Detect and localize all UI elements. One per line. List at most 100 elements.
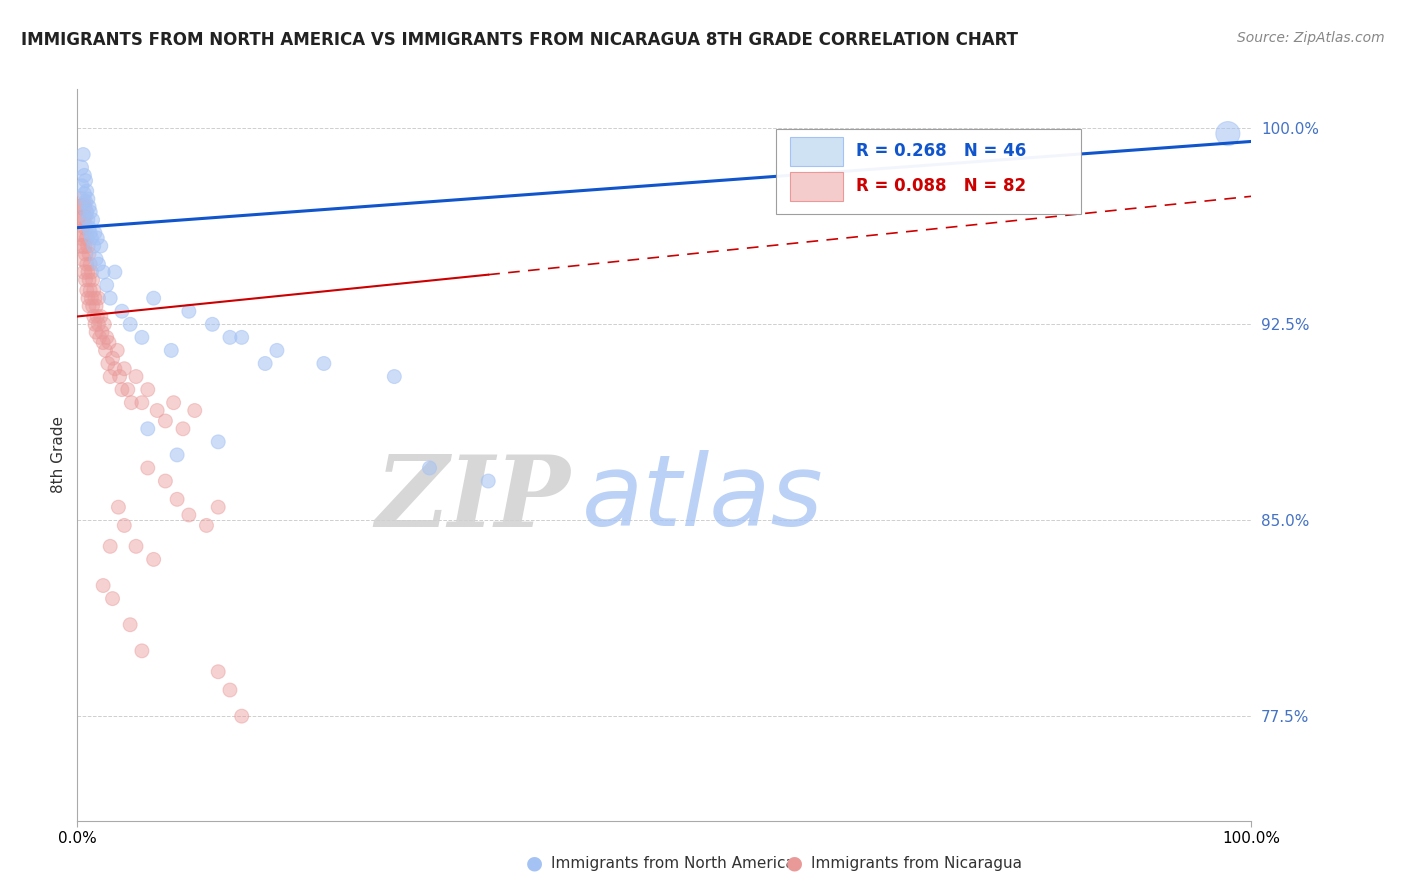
- Point: [77, 273, 100, 287]
- Point: [84, 325, 107, 339]
- Point: [70, 226, 93, 240]
- Point: [72, 147, 94, 161]
- Point: [108, 369, 131, 384]
- Point: [83, 284, 105, 298]
- Point: [419, 461, 441, 475]
- Point: [76, 184, 98, 198]
- Point: [84, 291, 107, 305]
- Point: [79, 284, 101, 298]
- Point: [104, 265, 127, 279]
- Text: R = 0.088   N = 82: R = 0.088 N = 82: [856, 178, 1026, 195]
- Point: [111, 383, 134, 397]
- Point: [177, 508, 200, 522]
- Point: [89, 330, 111, 344]
- Point: [207, 665, 229, 679]
- Point: [107, 500, 129, 515]
- Point: [76, 284, 98, 298]
- Point: [195, 518, 218, 533]
- Point: [77, 247, 100, 261]
- Point: [207, 434, 229, 449]
- Point: [84, 252, 107, 266]
- Point: [160, 343, 183, 358]
- Point: [96, 330, 118, 344]
- Point: [79, 257, 101, 271]
- Point: [183, 403, 207, 417]
- Point: [312, 357, 335, 371]
- Text: ZIP: ZIP: [375, 450, 571, 547]
- Point: [91, 325, 114, 339]
- Point: [70, 212, 93, 227]
- Point: [477, 474, 499, 488]
- Point: [254, 357, 277, 371]
- Point: [120, 617, 142, 632]
- Point: [84, 226, 107, 240]
- Point: [101, 351, 124, 366]
- Point: [98, 291, 121, 305]
- Point: [97, 357, 120, 371]
- Point: [207, 500, 229, 515]
- Point: [73, 211, 96, 225]
- Point: [77, 299, 100, 313]
- Point: [76, 257, 98, 271]
- Point: [131, 644, 153, 658]
- Point: [142, 552, 165, 566]
- Point: [86, 310, 108, 324]
- Point: [142, 291, 165, 305]
- Point: [219, 330, 242, 344]
- Point: [219, 683, 242, 698]
- Point: [75, 247, 97, 261]
- Point: [73, 186, 96, 201]
- Point: [77, 291, 100, 305]
- Point: [131, 330, 153, 344]
- Point: [136, 461, 159, 475]
- FancyBboxPatch shape: [790, 172, 842, 201]
- Point: [75, 194, 97, 209]
- Text: Immigrants from Nicaragua: Immigrants from Nicaragua: [811, 856, 1022, 871]
- Point: [111, 304, 134, 318]
- Point: [96, 278, 118, 293]
- Point: [98, 540, 121, 554]
- Point: [70, 239, 93, 253]
- Point: [1216, 127, 1239, 141]
- Point: [75, 174, 97, 188]
- Point: [105, 343, 128, 358]
- Point: [155, 414, 177, 428]
- Point: [104, 361, 127, 376]
- Point: [87, 291, 110, 305]
- Point: [93, 318, 115, 332]
- Point: [87, 257, 110, 271]
- Point: [80, 265, 103, 279]
- Point: [101, 591, 124, 606]
- Point: [72, 200, 94, 214]
- FancyBboxPatch shape: [776, 129, 1081, 213]
- Point: [77, 192, 100, 206]
- Point: [172, 422, 194, 436]
- Point: [72, 252, 94, 266]
- Point: [82, 299, 104, 313]
- Point: [382, 369, 405, 384]
- Point: [83, 310, 105, 324]
- Point: [70, 161, 93, 175]
- Point: [77, 265, 100, 279]
- Point: [75, 220, 97, 235]
- Point: [125, 369, 148, 384]
- Point: [125, 540, 148, 554]
- Point: [76, 231, 98, 245]
- Point: [70, 194, 93, 209]
- Point: [82, 273, 104, 287]
- Point: [231, 709, 253, 723]
- Point: [77, 200, 100, 214]
- Point: [91, 335, 114, 350]
- Point: [91, 265, 114, 279]
- Point: [166, 448, 188, 462]
- Point: [117, 383, 139, 397]
- Point: [79, 226, 101, 240]
- Point: [80, 291, 103, 305]
- Point: [84, 299, 107, 313]
- Point: [73, 265, 96, 279]
- Y-axis label: 8th Grade: 8th Grade: [51, 417, 66, 493]
- Point: [77, 239, 100, 253]
- Point: [73, 169, 96, 183]
- Point: [75, 273, 97, 287]
- Point: [90, 310, 112, 324]
